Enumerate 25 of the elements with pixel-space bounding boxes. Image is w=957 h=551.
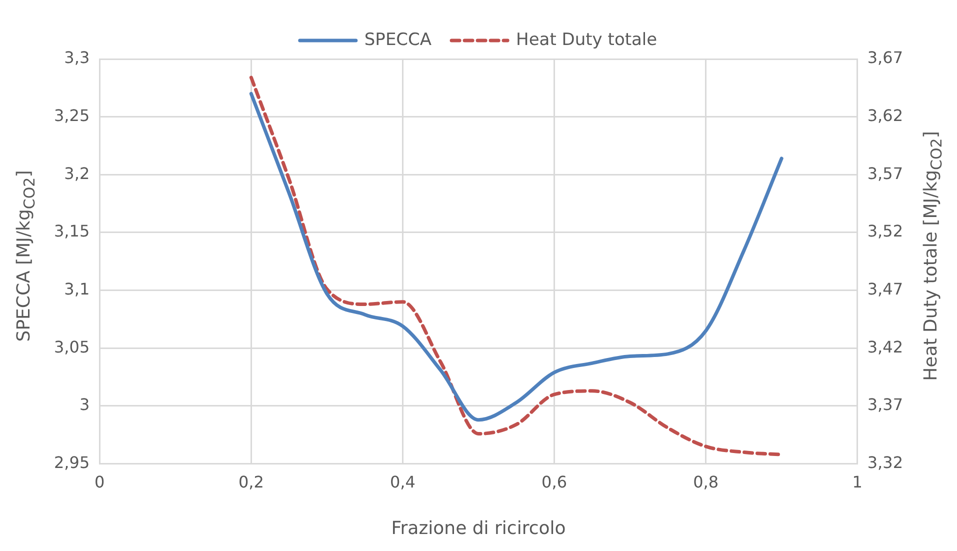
y2-tick-label: 3,62	[867, 106, 903, 125]
y-tick-label: 3	[79, 395, 90, 414]
y-tick-label: 3,25	[54, 106, 90, 125]
x-axis-title: Frazione di ricircolo	[390, 518, 567, 539]
y2-tick-label: 3,67	[867, 48, 903, 68]
x-tick-label: 0,2	[238, 472, 264, 492]
y2-tick-label: 3,42	[867, 337, 903, 356]
y-tick-label: 3,1	[64, 279, 90, 298]
x-tick-label: 0,8	[693, 472, 719, 492]
y-tick-label: 3,15	[54, 222, 90, 241]
x-tick-label: 0,4	[390, 472, 416, 492]
y2-tick-label: 3,47	[867, 279, 903, 298]
y2-tick-label: 3,37	[867, 395, 903, 414]
x-tick-label: 1	[852, 472, 862, 492]
y-tick-label: 3,3	[64, 48, 90, 68]
legend-label: Heat Duty totale	[516, 30, 658, 50]
y2-tick-label: 3,57	[867, 164, 903, 183]
y2-tick-label: 3,52	[867, 222, 903, 241]
y-tick-label: 3,2	[64, 164, 90, 183]
legend-label: SPECCA	[364, 30, 432, 50]
x-tick-label: 0,6	[542, 472, 567, 492]
y-tick-label: 2,95	[54, 452, 90, 472]
x-tick-label: 0	[94, 472, 105, 492]
y2-tick-label: 3,32	[867, 452, 903, 472]
y-tick-label: 3,05	[54, 337, 90, 356]
